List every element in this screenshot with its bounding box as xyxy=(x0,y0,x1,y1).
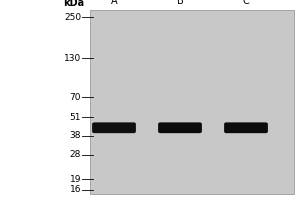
FancyBboxPatch shape xyxy=(224,122,268,133)
Text: C: C xyxy=(243,0,249,6)
Text: 70: 70 xyxy=(70,93,81,102)
Bar xyxy=(90,10,294,194)
Text: 250: 250 xyxy=(64,13,81,22)
Text: B: B xyxy=(177,0,183,6)
Text: A: A xyxy=(111,0,117,6)
Text: kDa: kDa xyxy=(63,0,84,8)
FancyBboxPatch shape xyxy=(92,122,136,133)
Text: 19: 19 xyxy=(70,175,81,184)
Text: 51: 51 xyxy=(70,113,81,122)
Text: 28: 28 xyxy=(70,150,81,159)
Text: 130: 130 xyxy=(64,54,81,63)
Text: 16: 16 xyxy=(70,185,81,194)
FancyBboxPatch shape xyxy=(158,122,202,133)
Text: 38: 38 xyxy=(70,131,81,140)
